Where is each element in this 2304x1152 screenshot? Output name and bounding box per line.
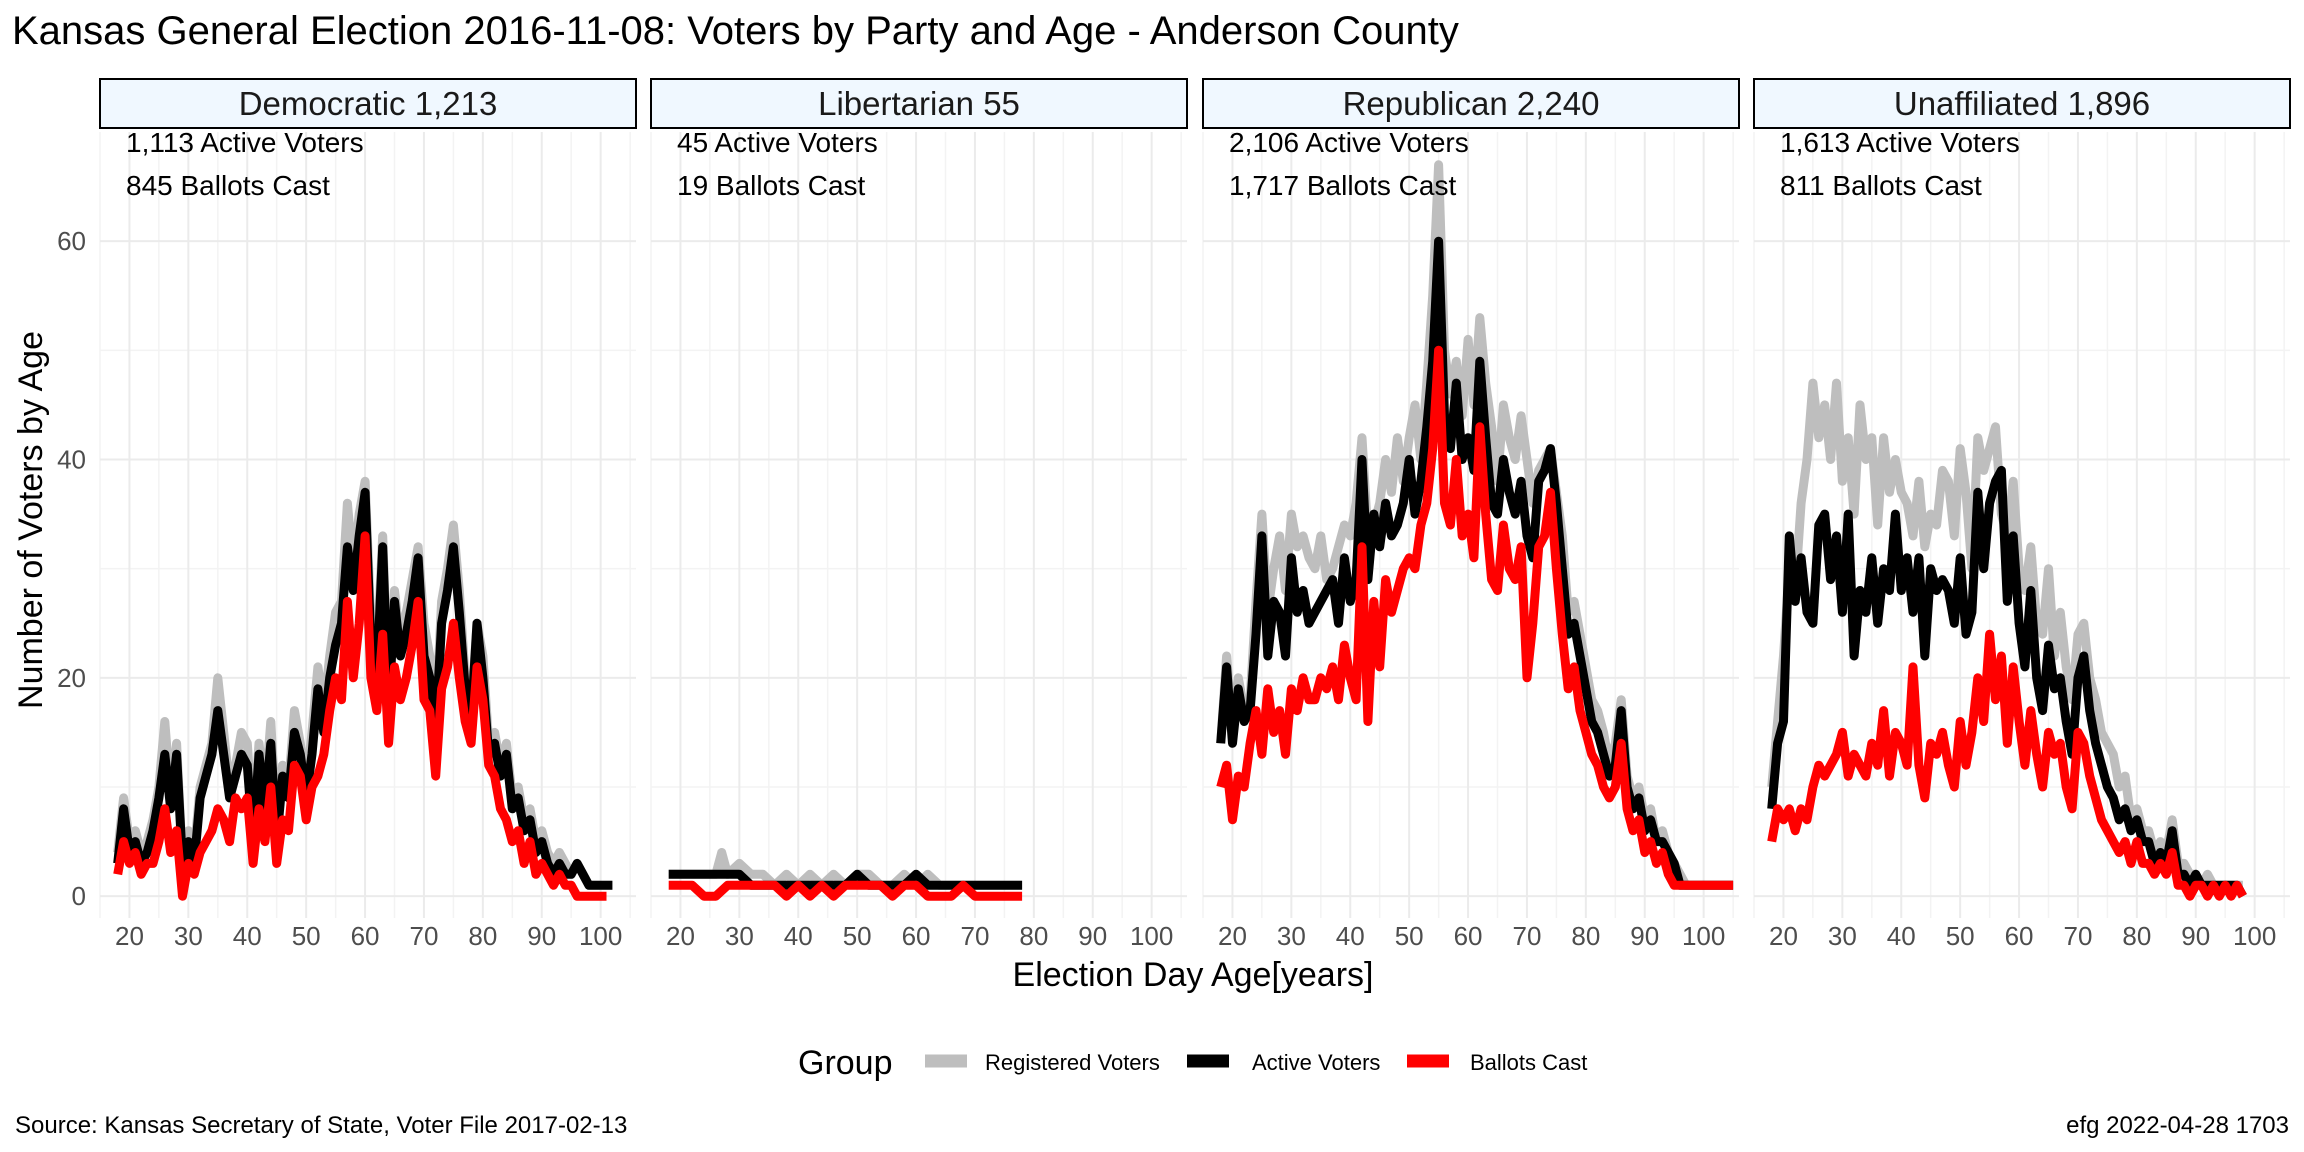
panel-strip-label: Libertarian 55 bbox=[818, 85, 1020, 122]
x-tick-label: 60 bbox=[351, 921, 380, 951]
x-tick-label: 40 bbox=[784, 921, 813, 951]
x-tick-label: 90 bbox=[1078, 921, 1107, 951]
x-tick-label: 40 bbox=[233, 921, 262, 951]
panel-strip bbox=[650, 78, 1188, 129]
x-tick-label: 30 bbox=[1277, 921, 1306, 951]
x-tick-label: 90 bbox=[1630, 921, 1659, 951]
x-tick-label: 60 bbox=[1454, 921, 1483, 951]
legend-label-ballots: Ballots Cast bbox=[1470, 1050, 1587, 1075]
series-line-active bbox=[1216, 236, 1734, 890]
source-note: Source: Kansas Secretary of State, Voter… bbox=[15, 1112, 627, 1139]
x-tick-label: 60 bbox=[2005, 921, 2034, 951]
panel-1: Democratic 1,213 1,113 Active Voters 845 B… bbox=[99, 78, 637, 951]
y-tick-label: 60 bbox=[57, 226, 86, 256]
x-tick-label: 30 bbox=[1828, 921, 1857, 951]
x-tick-label: 20 bbox=[1218, 921, 1247, 951]
panel-strip bbox=[1202, 78, 1740, 129]
series-line-ballots bbox=[1216, 345, 1734, 890]
x-tick-label: 90 bbox=[2181, 921, 2210, 951]
panel-2: Libertarian 55 45 Active Voters 19 Ballots… bbox=[650, 78, 1188, 951]
y-axis-label: Number of Voters by Age bbox=[12, 331, 50, 709]
x-tick-label: 30 bbox=[174, 921, 203, 951]
x-tick-label: 40 bbox=[1887, 921, 1916, 951]
panel-annotation: 45 Active Voters bbox=[677, 127, 878, 158]
legend-label-registered: Registered Voters bbox=[985, 1050, 1160, 1075]
panel-annotation: 1,717 Ballots Cast bbox=[1229, 170, 1456, 201]
x-tick-label: 70 bbox=[1512, 921, 1541, 951]
legend: Group Registered Voters Active Voters Ball… bbox=[798, 1044, 1587, 1082]
x-axis-label: Election Day Age[years] bbox=[1013, 956, 1374, 994]
panel-strip-label: Unaffiliated 1,896 bbox=[1894, 85, 2150, 122]
panel-strip bbox=[1753, 78, 2291, 129]
series-line-active bbox=[1767, 465, 2247, 899]
x-tick-label: 100 bbox=[1682, 921, 1725, 951]
series-line-ballots bbox=[113, 531, 607, 901]
y-tick-label: 20 bbox=[57, 663, 86, 693]
x-tick-label: 60 bbox=[902, 921, 931, 951]
panels: Democratic 1,213 1,113 Active Voters 845 B… bbox=[57, 78, 2291, 951]
series-line-ballots bbox=[668, 880, 1023, 901]
y-tick-label: 0 bbox=[72, 881, 86, 911]
x-tick-label: 70 bbox=[2063, 921, 2092, 951]
credit-note: efg 2022-04-28 1703 bbox=[2066, 1112, 2289, 1139]
panel-annotation: 1,113 Active Voters bbox=[126, 127, 364, 158]
panel-strip bbox=[99, 78, 637, 129]
x-tick-label: 50 bbox=[843, 921, 872, 951]
panel-annotation: 811 Ballots Cast bbox=[1780, 170, 1982, 201]
x-tick-label: 50 bbox=[1395, 921, 1424, 951]
x-tick-label: 90 bbox=[527, 921, 556, 951]
panel-strip-label: Republican 2,240 bbox=[1343, 85, 1600, 122]
x-tick-label: 20 bbox=[115, 921, 144, 951]
x-tick-label: 30 bbox=[725, 921, 754, 951]
x-tick-label: 100 bbox=[579, 921, 622, 951]
legend-title: Group bbox=[798, 1044, 893, 1082]
y-tick-label: 40 bbox=[57, 445, 86, 475]
x-tick-label: 50 bbox=[1946, 921, 1975, 951]
x-tick-label: 100 bbox=[2233, 921, 2276, 951]
x-tick-label: 80 bbox=[468, 921, 497, 951]
x-tick-label: 20 bbox=[666, 921, 695, 951]
panel-annotation: 1,613 Active Voters bbox=[1780, 127, 2020, 158]
x-tick-label: 80 bbox=[2122, 921, 2151, 951]
x-tick-label: 80 bbox=[1571, 921, 1600, 951]
panel-annotation: 845 Ballots Cast bbox=[126, 170, 330, 201]
x-tick-label: 70 bbox=[409, 921, 438, 951]
panel-annotation: 2,106 Active Voters bbox=[1229, 127, 1469, 158]
x-tick-label: 50 bbox=[292, 921, 321, 951]
series-line-active bbox=[113, 487, 613, 890]
panel-annotation: 19 Ballots Cast bbox=[677, 170, 866, 201]
chart-title: Kansas General Election 2016-11-08: Vote… bbox=[12, 9, 1459, 53]
legend-label-active: Active Voters bbox=[1252, 1050, 1380, 1075]
x-tick-label: 100 bbox=[1130, 921, 1173, 951]
series-line-ballots bbox=[1767, 629, 2247, 901]
x-tick-label: 80 bbox=[1019, 921, 1048, 951]
panel-strip-label: Democratic 1,213 bbox=[239, 85, 498, 122]
panel-3: Republican 2,240 2,106 Active Voters 1,717… bbox=[1202, 78, 1740, 951]
x-tick-label: 20 bbox=[1769, 921, 1798, 951]
panel-4: Unaffiliated 1,896 1,613 Active Voters 811… bbox=[1753, 78, 2291, 951]
x-tick-label: 40 bbox=[1336, 921, 1365, 951]
x-tick-label: 70 bbox=[960, 921, 989, 951]
